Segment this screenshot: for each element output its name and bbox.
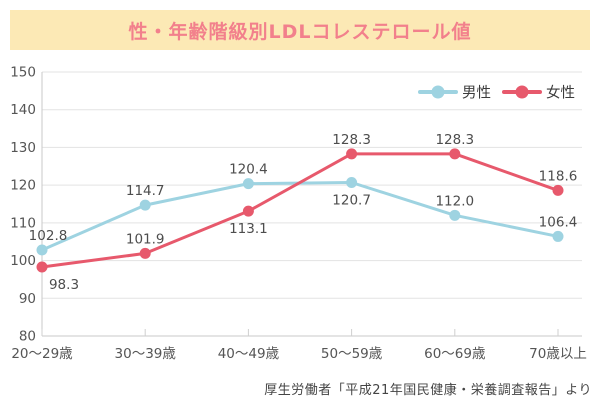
x-tick-label: 30〜39歳 [115,346,177,362]
male-value-label: 120.4 [229,162,268,178]
female-line [40,152,560,269]
y-tick-label: 100 [10,253,36,269]
male-point [36,244,48,256]
female-value-label: 113.1 [229,221,268,237]
male-point [242,178,254,190]
source-note: 厚生労働者「平成21年国民健康・栄養調査報告」より [264,383,592,398]
female-value-label: 98.3 [49,277,79,293]
x-tick-label: 20〜29歳 [11,346,73,362]
chart-title: 性・年齢階級別LDLコレステロール値 [128,20,472,43]
female-point [552,184,564,196]
male-value-label: 106.4 [539,214,578,230]
male-point [139,199,151,211]
female-value-label: 128.3 [435,132,474,148]
x-tick-label: 60〜69歳 [424,346,486,362]
male-line [40,181,560,252]
female-point [242,205,254,217]
chart-title-banner: 性・年齢階級別LDLコレステロール値 [10,10,590,50]
female-point [346,148,358,160]
female-point [36,261,48,273]
y-tick-label: 90 [19,291,36,307]
y-tick-label: 150 [10,65,36,81]
y-tick-label: 110 [10,215,36,231]
y-tick-label: 120 [10,178,36,194]
y-tick-label: 140 [10,102,36,118]
legend-female-marker [515,85,529,99]
female-point [139,247,151,259]
y-tick-label: 130 [10,140,36,156]
y-tick-label: 80 [19,329,36,345]
male-point [346,177,358,189]
female-value-label: 128.3 [332,132,371,148]
x-tick-label: 40〜49歳 [218,346,280,362]
female-value-label: 118.6 [539,168,578,184]
male-value-label: 120.7 [332,193,371,209]
male-value-label: 114.7 [126,183,165,199]
x-tick-label: 50〜59歳 [321,346,383,362]
male-value-label: 112.0 [435,193,474,209]
x-tick-label: 70歳以上 [529,346,587,362]
male-point [552,230,564,242]
legend-male-label: 男性 [462,85,491,102]
male-value-label: 102.8 [29,228,68,244]
legend-male-marker [431,85,445,99]
female-value-label: 101.9 [126,231,165,247]
male-point [449,209,461,221]
female-point [449,148,461,160]
legend-female-label: 女性 [546,84,575,102]
